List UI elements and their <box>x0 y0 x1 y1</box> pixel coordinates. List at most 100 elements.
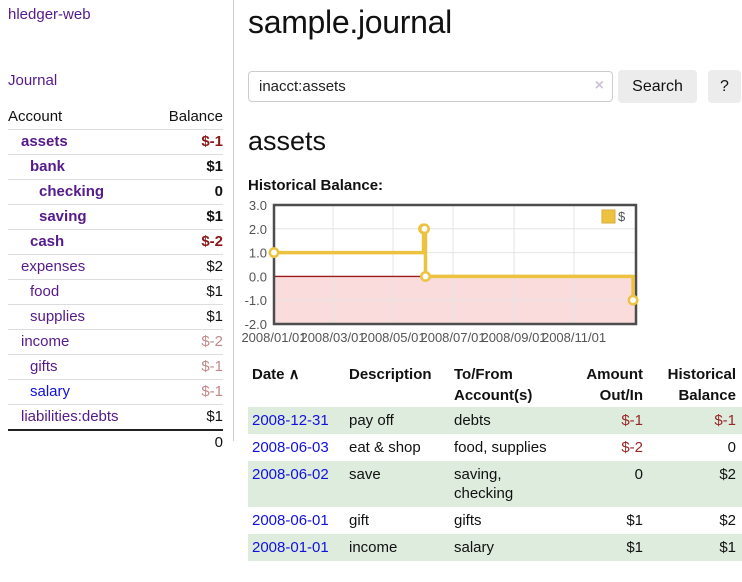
y-axis-tick-label: -2.0 <box>245 317 267 332</box>
register-column-label: Date <box>252 366 285 383</box>
account-link[interactable]: bank <box>30 158 66 175</box>
transaction-accounts: salary <box>454 539 495 556</box>
account-row: supplies $1 <box>8 304 223 330</box>
clear-search-icon[interactable]: × <box>594 77 604 94</box>
account-row: cash $-2 <box>8 229 223 255</box>
account-row: income $-2 <box>8 329 223 355</box>
search-bar: × Search ? <box>248 70 742 103</box>
total-label-cell <box>8 430 152 455</box>
transaction-row: 2008-06-03 eat & shop food, supplies $-2 0 <box>248 434 742 461</box>
search-button[interactable]: Search <box>618 70 697 103</box>
transaction-amount: $1 <box>626 539 643 556</box>
account-rows: assets $-1 bank $1 checking 0 saving $1 cash $-2 e… <box>8 129 223 431</box>
account-balance: $-1 <box>201 383 223 400</box>
x-axis-tick-label: 2008/11/01 <box>542 330 606 345</box>
account-row: checking 0 <box>8 179 223 205</box>
account-row: assets $-1 <box>8 129 223 155</box>
account-row: gifts $-1 <box>8 354 223 380</box>
sidebar: hledger-web Journal Account Balance asse… <box>0 0 234 451</box>
account-link[interactable]: supplies <box>30 308 86 325</box>
register-column-header: Description <box>345 363 450 407</box>
account-balance: 0 <box>214 183 223 200</box>
transaction-amount: 0 <box>634 466 643 483</box>
balance-column-header: Balance <box>168 108 223 125</box>
register-rows: 2008-12-31 pay off debts $-1 $-1 2008-06-03 ea… <box>248 407 742 561</box>
sidebar-item-journal[interactable]: Journal <box>8 72 58 89</box>
app-brand-link[interactable]: hledger-web <box>8 6 91 23</box>
account-balance: $1 <box>206 208 223 225</box>
total-balance: 0 <box>214 434 223 451</box>
transaction-balance: 0 <box>727 439 736 456</box>
account-link[interactable]: cash <box>30 233 65 250</box>
x-axis-tick-label: 2008/07/01 <box>420 330 485 345</box>
register-column-header: To/From Account(s) <box>450 363 562 407</box>
balance-chart-svg: 3.0 2.0 1.0 0.0 -1.0 -2.02008/01/012008/03/01… <box>241 198 639 345</box>
x-axis-tick-label: 2008/01/01 <box>241 330 306 345</box>
register-column-label: Amount Out/In <box>586 366 643 404</box>
data-point-marker <box>420 270 431 282</box>
page-title: sample.journal <box>248 4 452 40</box>
transaction-description: pay off <box>349 412 394 429</box>
account-column-header: Account <box>8 108 63 125</box>
legend-swatch <box>601 209 616 224</box>
account-link[interactable]: salary <box>30 383 71 400</box>
transaction-date-link[interactable]: 2008-06-03 <box>252 439 329 456</box>
account-balance: $2 <box>206 258 223 275</box>
register-column-label: Historical Balance <box>667 366 736 404</box>
x-axis-tick-label: 2008/09/01 <box>481 330 546 345</box>
transaction-date-link[interactable]: 2008-12-31 <box>252 412 329 429</box>
transaction-date-link[interactable]: 2008-06-01 <box>252 512 329 529</box>
register-table: Date ∧ Description To/From Account(s) Amoun… <box>248 363 742 561</box>
transaction-row: 2008-06-01 gift gifts $1 $2 <box>248 507 742 534</box>
legend-label: $ <box>618 209 626 224</box>
transaction-description: save <box>349 466 381 483</box>
account-link[interactable]: expenses <box>21 258 86 275</box>
account-link[interactable]: checking <box>39 183 105 200</box>
y-axis-tick-label: -1.0 <box>245 293 267 308</box>
transaction-date-link[interactable]: 2008-06-02 <box>252 466 329 483</box>
transaction-balance: $2 <box>719 512 736 529</box>
account-balance: $1 <box>206 308 223 325</box>
account-row: saving $1 <box>8 204 223 230</box>
y-axis-tick-label: 3.0 <box>249 198 267 213</box>
chart-heading: Historical Balance: <box>248 177 384 194</box>
transaction-date-link[interactable]: 2008-01-01 <box>252 539 329 556</box>
account-balance: $1 <box>206 408 223 425</box>
account-link[interactable]: saving <box>39 208 87 225</box>
help-button[interactable]: ? <box>708 70 741 103</box>
account-row: food $1 <box>8 279 223 305</box>
register-column-header: Amount Out/In <box>562 363 647 407</box>
transaction-row: 2008-01-01 income salary $1 $1 <box>248 534 742 561</box>
x-axis-tick-label: 2008/05/01 <box>360 330 425 345</box>
transaction-amount: $-1 <box>621 412 643 429</box>
account-link[interactable]: liabilities:debts <box>21 408 119 425</box>
account-table-header-row: Account Balance <box>8 105 223 130</box>
account-heading: assets <box>248 126 327 156</box>
main-content: sample.journal × Search ? assets Histori… <box>241 0 742 561</box>
transaction-row: 2008-06-02 save saving, checking 0 $2 <box>248 461 742 507</box>
balance-chart: 3.0 2.0 1.0 0.0 -1.0 -2.0 2008/01/01 2008/03/01… <box>240 198 740 349</box>
data-point-marker <box>627 294 639 306</box>
account-balance: $-1 <box>201 358 223 375</box>
transaction-row: 2008-12-31 pay off debts $-1 $-1 <box>248 407 742 434</box>
account-link[interactable]: assets <box>21 133 68 150</box>
transaction-balance: $2 <box>719 466 736 483</box>
account-row: salary $-1 <box>8 379 223 405</box>
account-balance: $1 <box>206 283 223 300</box>
transaction-accounts: debts <box>454 412 491 429</box>
register-column-label: Description <box>349 366 432 383</box>
transaction-accounts: saving, checking <box>454 466 514 502</box>
account-link[interactable]: food <box>30 283 60 300</box>
account-link[interactable]: gifts <box>30 358 58 375</box>
search-input[interactable] <box>248 71 613 102</box>
transaction-balance: $1 <box>719 539 736 556</box>
account-row: liabilities:debts $1 <box>8 404 223 431</box>
register-column-header[interactable]: Date ∧ <box>248 363 345 407</box>
register-header-row: Date ∧ Description To/From Account(s) Amoun… <box>248 363 742 407</box>
account-link[interactable]: income <box>21 333 70 350</box>
account-balance: $-2 <box>201 233 223 250</box>
account-balance-table: Account Balance assets $-1 bank $1 checking 0… <box>8 105 223 455</box>
y-axis-tick-label: 0.0 <box>249 269 267 284</box>
account-row: expenses $2 <box>8 254 223 280</box>
data-point-marker <box>268 247 280 259</box>
